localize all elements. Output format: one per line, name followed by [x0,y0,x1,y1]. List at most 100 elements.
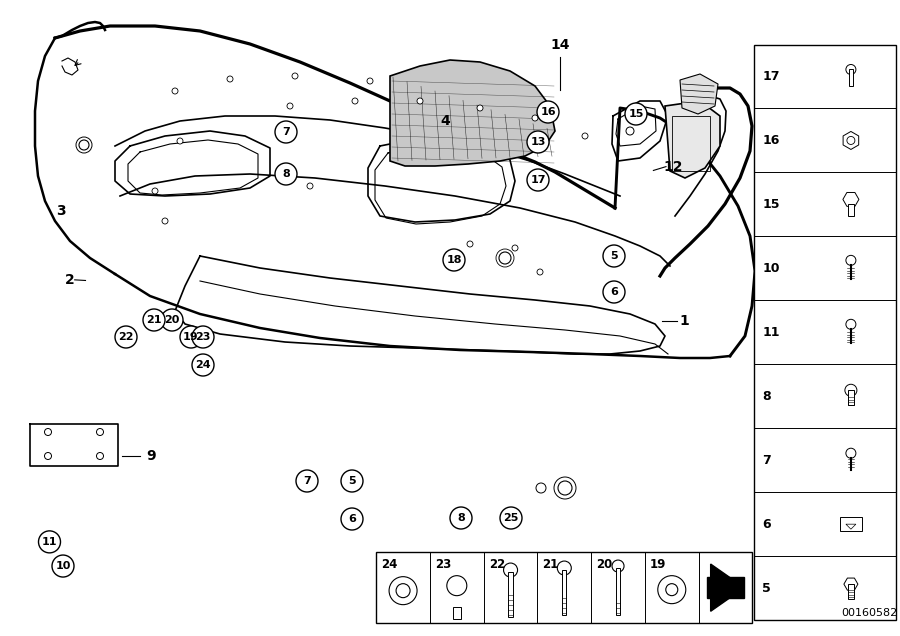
Circle shape [192,326,214,348]
Circle shape [846,64,856,74]
Text: 8: 8 [282,169,290,179]
Text: 22: 22 [489,558,505,571]
Polygon shape [665,101,720,178]
Text: 7: 7 [762,453,771,467]
Circle shape [582,133,588,139]
Text: 19: 19 [184,332,199,342]
Circle shape [152,188,158,194]
Circle shape [296,470,318,492]
Circle shape [143,309,165,331]
Text: 18: 18 [446,255,462,265]
Bar [672,116,710,171]
Bar [453,607,461,619]
Circle shape [162,218,168,224]
Circle shape [666,584,678,596]
Text: 10: 10 [55,561,71,571]
Circle shape [180,326,202,348]
Polygon shape [390,60,555,166]
Circle shape [292,73,298,79]
Circle shape [341,470,363,492]
Polygon shape [844,578,858,590]
Circle shape [44,429,51,436]
Text: 9: 9 [147,449,156,463]
Bar [840,517,862,531]
Circle shape [504,563,518,577]
Circle shape [846,319,856,329]
Text: 10: 10 [762,262,779,275]
Circle shape [477,105,483,111]
Circle shape [227,76,233,82]
Circle shape [603,281,625,303]
Text: 24: 24 [195,360,211,370]
Circle shape [275,163,297,185]
Circle shape [625,103,647,125]
Circle shape [352,98,358,104]
Text: 20: 20 [165,315,180,325]
Text: 8: 8 [457,513,465,523]
Bar [849,69,853,86]
Text: 6: 6 [610,287,618,297]
Bar [508,572,513,618]
Circle shape [39,531,60,553]
Circle shape [450,507,472,529]
Text: 3: 3 [57,204,66,218]
Circle shape [499,252,511,264]
Text: 24: 24 [382,558,398,571]
Circle shape [612,560,624,572]
Circle shape [44,452,51,459]
Text: 5: 5 [762,582,771,595]
Text: 15: 15 [628,109,644,119]
Circle shape [341,508,363,530]
Circle shape [417,98,423,104]
Polygon shape [843,193,859,206]
Circle shape [96,452,104,459]
Circle shape [537,269,543,275]
Circle shape [446,576,467,596]
Polygon shape [711,564,744,611]
Text: 19: 19 [650,558,666,571]
Circle shape [115,326,137,348]
Text: 21: 21 [146,315,162,325]
Text: 25: 25 [503,513,518,523]
Circle shape [527,131,549,153]
Circle shape [52,555,74,577]
Circle shape [96,429,104,436]
Circle shape [846,256,856,265]
Circle shape [845,384,857,396]
Bar [562,570,566,615]
Text: 20: 20 [596,558,612,571]
Text: 15: 15 [762,198,779,211]
Text: 5: 5 [610,251,617,261]
Bar [754,45,896,620]
Text: 22: 22 [118,332,134,342]
Polygon shape [680,74,718,114]
Text: 00160582: 00160582 [841,608,897,618]
Circle shape [557,561,572,575]
Circle shape [537,101,559,123]
Bar [848,391,854,405]
Circle shape [79,140,89,150]
Text: 17: 17 [530,175,545,185]
Circle shape [275,121,297,143]
Circle shape [500,507,522,529]
Text: 17: 17 [762,70,779,83]
Text: 7: 7 [303,476,310,486]
Circle shape [443,249,465,271]
Circle shape [846,448,856,458]
Circle shape [367,78,373,84]
Bar [848,584,854,599]
Bar [376,552,752,623]
Circle shape [172,88,178,94]
Bar [616,568,620,615]
Circle shape [512,245,518,251]
Circle shape [603,245,625,267]
Text: 6: 6 [762,518,770,530]
Circle shape [161,309,183,331]
Circle shape [532,115,538,121]
Circle shape [626,127,634,135]
Text: 1: 1 [680,314,688,328]
Text: 13: 13 [530,137,545,147]
Text: 16: 16 [540,107,556,117]
Text: 21: 21 [543,558,559,571]
Circle shape [192,354,214,376]
